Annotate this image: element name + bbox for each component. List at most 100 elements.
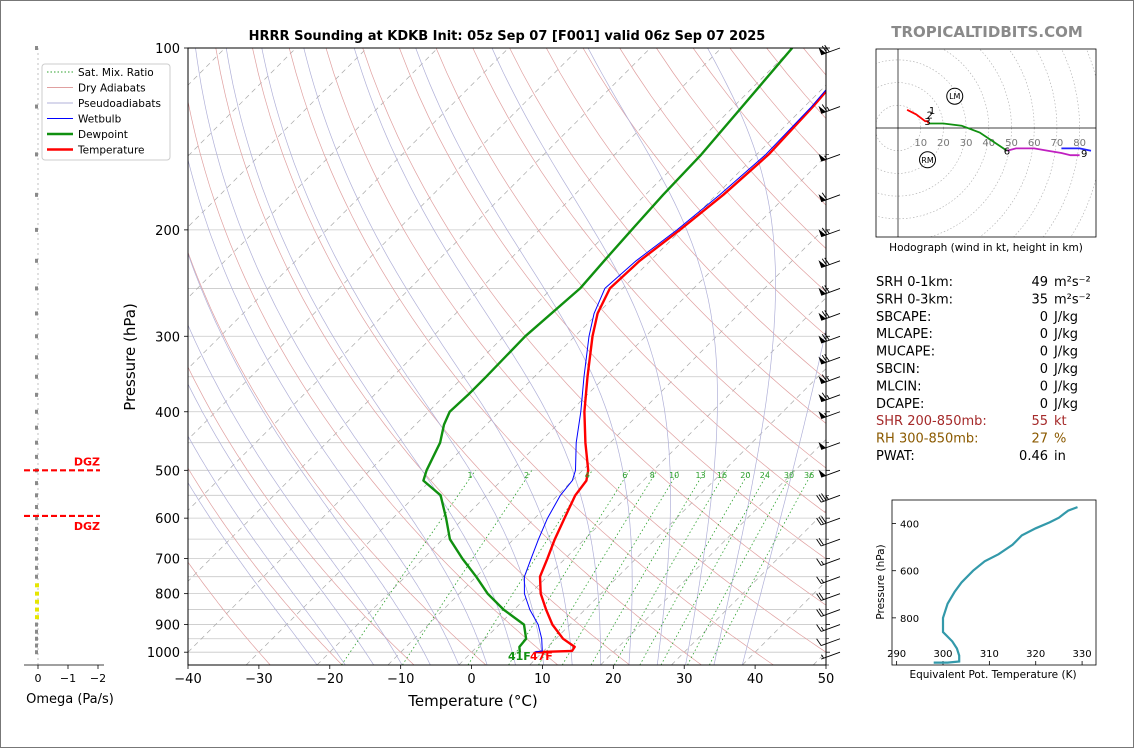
omega-bar	[35, 504, 38, 509]
omega-xlabel: Omega (Pa/s)	[26, 692, 114, 707]
barb-feather	[816, 558, 822, 566]
skewt-xlabel: Temperature (°C)	[407, 692, 537, 710]
dry-adiabat-line	[545, 48, 826, 380]
index-label: SRH 0-1km:	[876, 275, 953, 290]
dry-adiabat-line	[472, 48, 826, 469]
barb-feather	[821, 516, 827, 524]
barb-shaft	[821, 609, 841, 617]
barb-feather	[816, 593, 822, 601]
barb-flag	[818, 441, 826, 450]
omega-tick-label: −2	[90, 672, 106, 685]
barb-feather	[821, 227, 828, 235]
barb-feather	[816, 538, 822, 547]
barb-feather	[816, 576, 822, 584]
omega-bar	[35, 355, 38, 360]
profile-line-dewpoint	[422, 48, 794, 653]
barb-flag	[818, 260, 826, 268]
p-tick-label: 1000	[147, 646, 180, 661]
barb-half-feather	[820, 626, 825, 631]
barb-shaft	[821, 335, 841, 344]
pseudoadiabat-line	[188, 252, 431, 665]
barb-feather	[821, 104, 828, 112]
barb-shaft	[821, 229, 841, 238]
dgz-label: DGZ	[74, 520, 100, 533]
mixing-ratio-line	[687, 470, 794, 665]
barb-flag	[818, 194, 826, 202]
wind-barb	[818, 333, 841, 344]
barb-shaft	[821, 260, 841, 269]
mixing-ratio-label: 8	[650, 471, 655, 480]
x-tick-label: 30	[676, 672, 693, 687]
omega-bar	[35, 556, 38, 561]
barb-feather	[816, 638, 822, 646]
theta-e-panel: 290 300 310 320 330 400 600 800 Equivalent Pot.…	[875, 499, 1097, 681]
wind-barb	[818, 257, 841, 269]
hodo-trace	[928, 122, 1008, 152]
index-value: 27	[1031, 432, 1048, 447]
barb-feather	[824, 257, 830, 265]
hodo-trace	[906, 108, 930, 124]
barb-shaft	[821, 411, 841, 420]
p-tick-label: 900	[155, 619, 180, 634]
index-unit: m²s⁻²	[1054, 292, 1091, 307]
omega-bar	[35, 454, 38, 459]
wind-barb	[820, 651, 841, 660]
theta-e-ylabel: Pressure (hPa)	[875, 544, 887, 619]
barb-half-feather	[824, 412, 828, 417]
index-label: RH 300-850mb:	[876, 432, 979, 447]
omega-ticks: 0 −1 −2	[24, 46, 106, 685]
barb-half-feather	[826, 106, 830, 111]
isotherm-line	[188, 48, 793, 653]
wind-barb	[818, 153, 841, 162]
omega-bar	[35, 607, 39, 612]
index-unit: m²s⁻²	[1054, 275, 1091, 290]
isotherm-line	[188, 48, 651, 511]
wind-barb	[816, 516, 841, 526]
barb-shaft	[821, 651, 841, 660]
omega-bar	[35, 565, 38, 570]
omega-bar	[35, 591, 39, 596]
omega-tick-label: 0	[35, 672, 42, 685]
wind-barb	[816, 576, 841, 584]
wind-barb	[816, 624, 841, 632]
barb-shaft	[821, 194, 841, 203]
barb-feather	[821, 45, 828, 54]
omega-bar	[35, 440, 38, 445]
index-value: 0	[1040, 362, 1048, 377]
mixing-ratio-label: 1	[468, 471, 473, 480]
index-value: 0.46	[1019, 449, 1048, 464]
index-value: 0	[1040, 310, 1048, 325]
theta-e-plot: 290 300 310 320 330 400 600 800	[887, 506, 1092, 665]
pseudoadiabat-line	[491, 48, 671, 665]
mixing-ratio-line	[709, 470, 814, 665]
barb-shaft	[821, 442, 841, 450]
dry-adiabat-line	[399, 48, 826, 560]
dry-adiabat-line	[582, 48, 826, 336]
isotherm-line	[188, 48, 509, 370]
mixing-ratio-line	[613, 470, 727, 665]
barb-shaft	[821, 106, 841, 114]
isotherm-line	[600, 439, 826, 665]
barb-feather	[821, 392, 828, 400]
pseudoadiabat-line	[188, 383, 374, 665]
mixing-ratio-line	[660, 470, 770, 665]
index-label: SBCAPE:	[876, 310, 931, 325]
barb-shaft	[821, 494, 841, 503]
barb-feather	[821, 311, 828, 319]
pseudoadiabat-line	[415, 48, 633, 665]
index-unit: %	[1054, 432, 1066, 447]
dry-adiabat-line	[215, 48, 630, 665]
x-tick-label: −40	[174, 672, 201, 687]
wind-barb	[816, 608, 841, 617]
skewt-profile-lines	[422, 48, 826, 654]
barb-feather	[816, 609, 822, 617]
hodo-motion-marker	[919, 151, 937, 169]
pseudoadiabat-line	[353, 48, 601, 665]
mixing-ratio-line	[467, 470, 593, 665]
barb-feather	[818, 592, 825, 600]
legend-label: Pseudoadiabats	[78, 98, 161, 110]
omega-bar	[35, 574, 38, 579]
omega-bar	[35, 636, 38, 641]
omega-bar	[35, 622, 38, 627]
omega-bar	[35, 547, 38, 552]
